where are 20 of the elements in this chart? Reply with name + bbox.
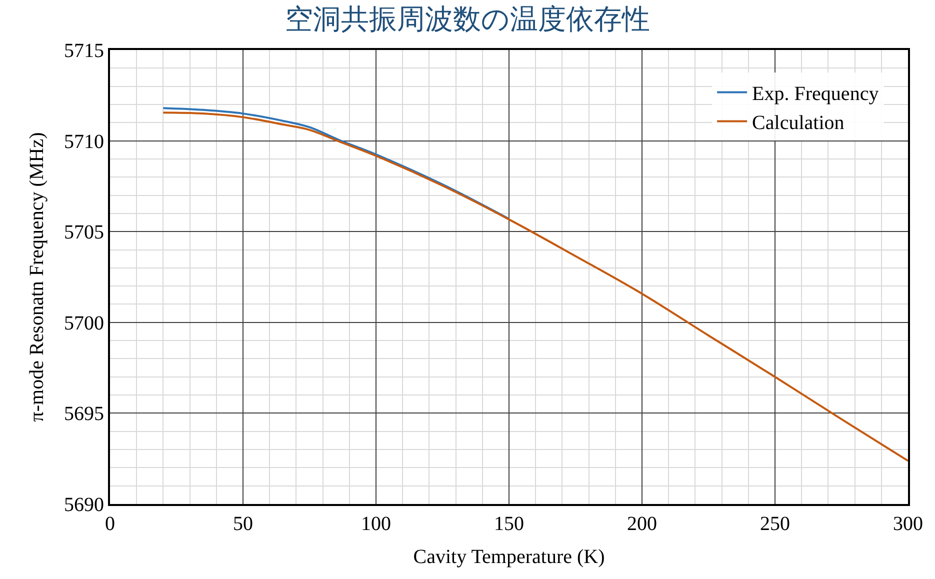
x-tick-label: 300 [893, 513, 923, 535]
x-axis-title: Cavity Temperature (K) [413, 546, 605, 568]
legend-label: Exp. Frequency [752, 83, 879, 105]
x-tick-label: 100 [361, 513, 391, 535]
legend-label: Calculation [752, 112, 844, 134]
x-tick-label: 150 [494, 513, 524, 535]
line-series [162, 107, 510, 220]
y-axis-title: π-mode Resonatn Frequency (MHz) [26, 132, 48, 422]
x-tick-label: 200 [627, 513, 657, 535]
y-tick-label: 5715 [64, 40, 104, 62]
y-tick-label: 5705 [64, 222, 104, 244]
chart-title: 空洞共振周波数の温度依存性 [285, 2, 650, 36]
line-series [162, 112, 908, 462]
x-tick-label: 250 [760, 513, 790, 535]
y-tick-label: 5700 [64, 312, 104, 334]
x-tick-label: 50 [233, 513, 253, 535]
x-tick-label: 0 [105, 513, 115, 535]
y-tick-label: 5690 [64, 494, 104, 516]
y-tick-label: 5710 [64, 130, 104, 153]
y-tick-label: 5695 [64, 403, 104, 426]
